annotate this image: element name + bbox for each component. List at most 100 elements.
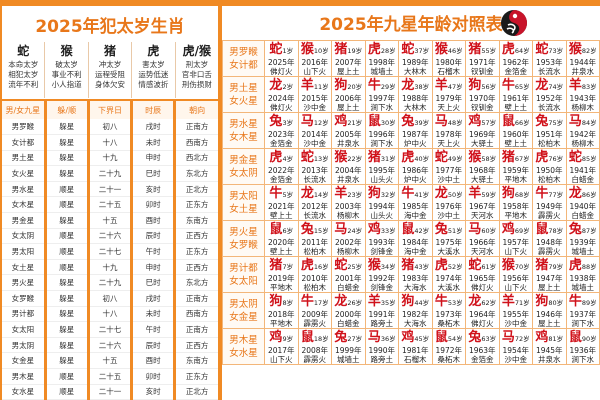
cell-top: 猴46岁 <box>433 41 466 58</box>
birth-year: 1987年 <box>401 130 429 139</box>
birth-year: 1994年 <box>368 202 396 211</box>
birth-year: 2009年 <box>301 310 329 319</box>
cell-top: 鼠30岁 <box>366 113 399 130</box>
cell-top: 猴82岁 <box>567 41 600 58</box>
age: 21岁 <box>347 119 363 127</box>
age: 12岁 <box>313 119 329 127</box>
zodiac-animal: 羊 <box>300 78 314 93</box>
birth-year: 1970年 <box>468 94 496 103</box>
age-cell: 龙86岁 1940年 白蜡金 <box>565 184 600 221</box>
age: 57岁 <box>481 119 497 127</box>
birth-year: 1971年 <box>468 58 496 67</box>
zodiac-desc: 身体欠安 <box>95 80 126 89</box>
zodiac-animal: 猴 <box>334 150 348 165</box>
table-cell: 十八 <box>86 306 132 323</box>
age-cell: 猪19岁 2007年 屋上土 <box>331 40 366 77</box>
cell-top: 牛89岁 <box>567 293 600 310</box>
cell-top: 羊83岁 <box>567 77 600 94</box>
age: 89岁 <box>581 299 597 307</box>
nayin: 松柏木 <box>303 283 327 292</box>
age-cell: 马84岁 1942年 杨柳木 <box>565 112 600 149</box>
table-cell: 躲星 <box>43 165 89 182</box>
cell-top: 狗80岁 <box>533 293 566 310</box>
zodiac-animal: 兔 <box>568 222 582 237</box>
age: 61岁 <box>481 263 497 271</box>
birth-year: 2014年 <box>301 130 329 139</box>
table-row: 女太阴 顺星 二十六 辰时 正西方 <box>2 228 218 245</box>
age-cell: 鸡45岁 1981年 石榴木 <box>398 328 433 365</box>
zodiac-animal: 牛 <box>300 294 314 309</box>
age-cell: 鸡81岁 1945年 井泉水 <box>532 328 567 365</box>
left-panel: 2025年犯太岁生肖 蛇本命太岁 相犯太岁 流年不利猴破太岁 事业不利 小人指道猪冲太岁… <box>2 6 218 400</box>
nayin: 涧下水 <box>571 319 595 328</box>
nayin: 长流水 <box>538 67 561 76</box>
age: 56岁 <box>481 83 497 91</box>
nayin: 白蜡金 <box>337 283 360 292</box>
zodiac-animal: 鸡 <box>401 330 415 345</box>
age-cell: 兔39岁 1987年 炉中火 <box>398 112 433 149</box>
table-cell: 巳时 <box>130 165 175 182</box>
cell-top: 羊71岁 <box>500 293 533 310</box>
star-row: 男木星 女水星 鸡9岁 2017年 山下火 鼠18岁 2008年 霹雳火 兔27岁 1999年 城墙… <box>222 328 600 365</box>
zodiac-animal: 鼠 <box>367 114 381 129</box>
birth-year: 1958年 <box>502 202 530 211</box>
age-cell: 龙74岁 1952年 长流水 <box>532 76 567 113</box>
table-cell: 男火星 <box>2 274 46 292</box>
age: 81岁 <box>548 335 564 343</box>
column-header: 下界日 <box>86 99 132 119</box>
star-name: 女金星 <box>229 311 258 323</box>
birth-year: 1977年 <box>435 166 463 175</box>
age-cell: 蛇85岁 1941年 白蜡金 <box>565 148 600 185</box>
cell-top: 龙62岁 <box>466 293 499 310</box>
table-cell: 初八 <box>86 119 132 136</box>
age-cell: 狗56岁 1970年 钗钏金 <box>465 76 500 113</box>
age-cell: 狗44岁 1982年 大海水 <box>398 292 433 329</box>
zodiac-animal: 龙 <box>434 186 448 201</box>
nayin: 大林木 <box>404 103 427 112</box>
zodiac-animal: 牛 <box>501 78 515 93</box>
birth-year: 2025年 <box>267 58 295 67</box>
cell-top: 鸡33岁 <box>366 221 399 238</box>
cell-top: 猴34岁 <box>366 257 399 274</box>
age: 25岁 <box>347 263 363 271</box>
cell-top: 牛53岁 <box>433 293 466 310</box>
column-header: 时辰 <box>130 99 175 119</box>
cell-top: 猪31岁 <box>366 149 399 166</box>
birth-year: 1976年 <box>435 202 463 211</box>
table-row: 男水星 顺星 二十一 亥时 正北方 <box>2 181 218 198</box>
table-cell: 正东方 <box>173 196 218 214</box>
birth-year: 2004年 <box>334 166 362 175</box>
nayin: 平地木 <box>270 319 293 328</box>
cell-top: 马24岁 <box>332 221 365 238</box>
age: 48岁 <box>447 119 463 127</box>
birth-year: 1999年 <box>334 346 362 355</box>
nayin: 剑锋金 <box>370 283 394 292</box>
age-cell: 猴34岁 1992年 剑锋金 <box>364 256 399 293</box>
table-cell: 躲星 <box>43 150 89 167</box>
zodiac-animal: 龙 <box>468 294 482 309</box>
zodiac-animal: 狗 <box>501 186 515 201</box>
table-cell: 女水星 <box>2 384 46 400</box>
table-cell: 申时 <box>130 259 175 276</box>
table-cell: 西南方 <box>173 134 218 151</box>
nayin: 炉中火 <box>404 139 427 148</box>
table-cell: 东南方 <box>173 352 218 369</box>
cell-top: 牛5岁 <box>265 185 298 202</box>
age-cell: 鸡33岁 1993年 剑锋金 <box>364 220 399 257</box>
nayin: 沙中土 <box>437 211 461 220</box>
zodiac-animal: 牛 <box>434 294 448 309</box>
birth-year: 2024年 <box>267 94 295 103</box>
cell-top: 龙2岁 <box>265 77 298 94</box>
zodiac-name: 猴 <box>60 44 73 58</box>
zodiac-animal: 马 <box>367 330 381 345</box>
nayin: 金箔金 <box>270 139 293 148</box>
table-cell: 二十五 <box>86 196 132 214</box>
age-cell: 羊11岁 2015年 沙中金 <box>297 76 332 113</box>
age-cell: 龙14岁 2012年 长流水 <box>297 184 332 221</box>
nayin: 佛灯火 <box>471 283 494 292</box>
nayin: 山下火 <box>504 283 528 292</box>
zodiac-desc: 刑太岁 <box>185 60 209 69</box>
cell-top: 鼠90岁 <box>567 329 600 346</box>
table-row: 男太阳 顺星 二十七 午时 正东方 <box>2 243 218 260</box>
birth-year: 1952年 <box>535 94 563 103</box>
